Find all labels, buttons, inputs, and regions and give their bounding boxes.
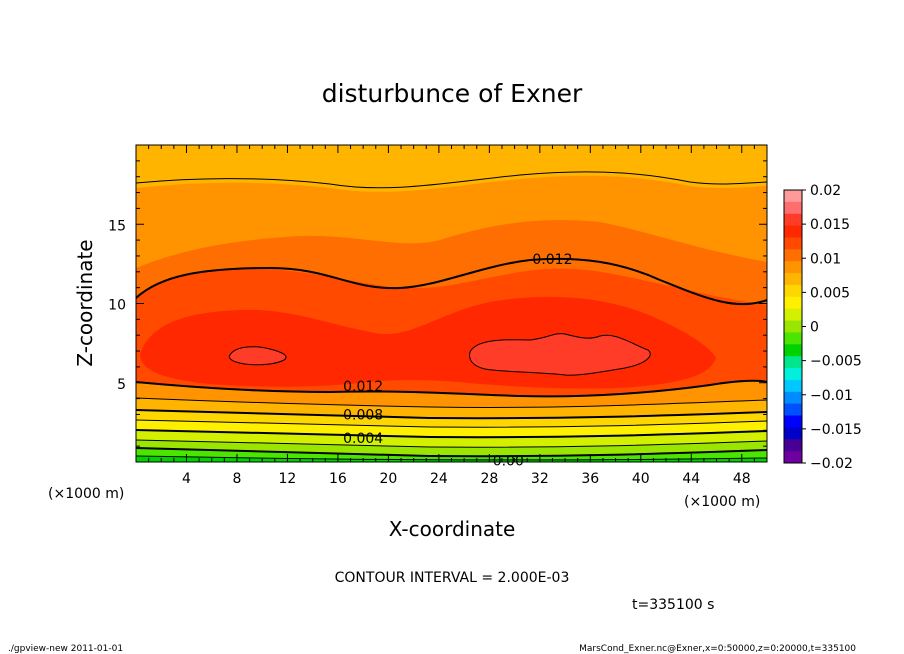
- x-unit-left: (×1000 m): [48, 486, 124, 502]
- contour-label: 0.012: [532, 252, 572, 268]
- colorbar-swatch: [784, 451, 802, 464]
- x-tick-label: 40: [632, 471, 650, 487]
- contour-line-0p006: [136, 419, 767, 428]
- y-axis-label: Z-coordinate: [73, 239, 97, 366]
- colorbar-label: 0.02: [810, 183, 841, 199]
- x-axis-label: X-coordinate: [389, 517, 516, 541]
- colorbar-swatch: [784, 439, 802, 452]
- x-tick-label: 4: [182, 471, 191, 487]
- colorbar-label: 0.005: [810, 285, 850, 301]
- colorbar-swatch: [784, 237, 802, 250]
- contour-line-0p008: [136, 409, 767, 420]
- x-tick-label: 48: [733, 471, 751, 487]
- contour-line-0p004: [136, 429, 767, 439]
- colorbar-swatch: [784, 261, 802, 274]
- contour-line-0p012-upper: [136, 257, 767, 306]
- x-tick-label: 44: [682, 471, 700, 487]
- contour-label: 0.00: [493, 453, 524, 469]
- colorbar-swatch: [784, 296, 802, 310]
- x-tick-label: 36: [581, 471, 599, 487]
- contour-lines: [136, 171, 767, 461]
- contour-line-0p002: [136, 439, 767, 448]
- band-lowest: [136, 456, 767, 462]
- y-tick-label: 10: [108, 298, 126, 314]
- contour-line-negative: [136, 455, 767, 461]
- filled-contour-field: [136, 145, 767, 462]
- chart-title: disturbunce of Exner: [322, 79, 583, 108]
- colorbar-swatch: [784, 273, 802, 286]
- footer-right: MarsCond_Exner.nc@Exner,x=0:50000,z=0:20…: [579, 644, 856, 654]
- colorbar-label: 0.01: [810, 251, 841, 267]
- colorbar-labels: 0.02 0.015 0.01 0.005 0 −0.005 −0.01 −0.015 −0.0…: [802, 183, 862, 472]
- colorbar-label: −0.01: [810, 388, 853, 404]
- colorbar-swatch: [784, 201, 802, 215]
- colorbar-label: 0.015: [810, 217, 850, 233]
- x-tick-label: 20: [379, 471, 397, 487]
- footer-left: ./gpview-new 2011-01-01: [8, 644, 123, 654]
- colorbar-swatch: [784, 427, 802, 440]
- colorbar-swatch: [784, 284, 802, 298]
- contour-line-0p012-lower: [136, 379, 767, 398]
- contour-line-0p000: [136, 447, 767, 458]
- colorbar-swatch: [784, 415, 802, 428]
- x-tick-label: 28: [480, 471, 498, 487]
- colorbar-swatch: [784, 403, 802, 417]
- colorbar-swatch: [784, 320, 802, 333]
- y-tick-label: 5: [117, 377, 126, 393]
- contour-line-0p010-lower: [136, 397, 767, 408]
- contour-interval-text: CONTOUR INTERVAL = 2.000E-03: [335, 570, 570, 586]
- maximum-blob-right: [469, 333, 651, 376]
- maximum-blob-left: [228, 346, 287, 366]
- colorbar-swatch: [784, 379, 802, 393]
- colorbar-label: −0.005: [810, 354, 862, 370]
- x-tick-label: 8: [232, 471, 241, 487]
- colorbar-swatch: [784, 308, 802, 322]
- colorbar-swatch: [784, 225, 802, 238]
- contour-label: 0.012: [343, 379, 383, 395]
- colorbar-swatch: [784, 391, 802, 405]
- colorbar: [783, 189, 803, 464]
- colorbar-swatch: [784, 344, 802, 357]
- colorbar-label: 0: [810, 320, 819, 336]
- x-tick-label: 32: [531, 471, 549, 487]
- y-axis-ticks: 5 10 15: [108, 144, 767, 463]
- colorbar-swatch: [784, 368, 802, 381]
- contour-label: 0.008: [343, 407, 383, 423]
- colorbar-swatch: [784, 332, 802, 345]
- contour-label: 0.004: [343, 431, 383, 447]
- x-tick-label: 16: [329, 471, 347, 487]
- colorbar-swatch: [784, 249, 802, 262]
- colorbar-swatch: [784, 356, 802, 369]
- x-tick-label: 12: [279, 471, 297, 487]
- colorbar-swatch: [784, 213, 802, 227]
- colorbar-swatch: [784, 190, 802, 203]
- x-axis-ticks: 4 8 12 16 20 24 28 32 36 40 44 48: [135, 145, 768, 487]
- colorbar-label: −0.015: [810, 422, 862, 438]
- contour-line-0p010: [136, 171, 767, 189]
- time-text: t=335100 s: [632, 597, 714, 613]
- contour-labels: 0.012 0.012 0.008 0.004 0.00: [343, 252, 572, 469]
- x-tick-label: 24: [430, 471, 448, 487]
- y-tick-label: 15: [108, 218, 126, 234]
- colorbar-label: −0.02: [810, 456, 853, 472]
- x-unit-right: (×1000 m): [684, 494, 760, 510]
